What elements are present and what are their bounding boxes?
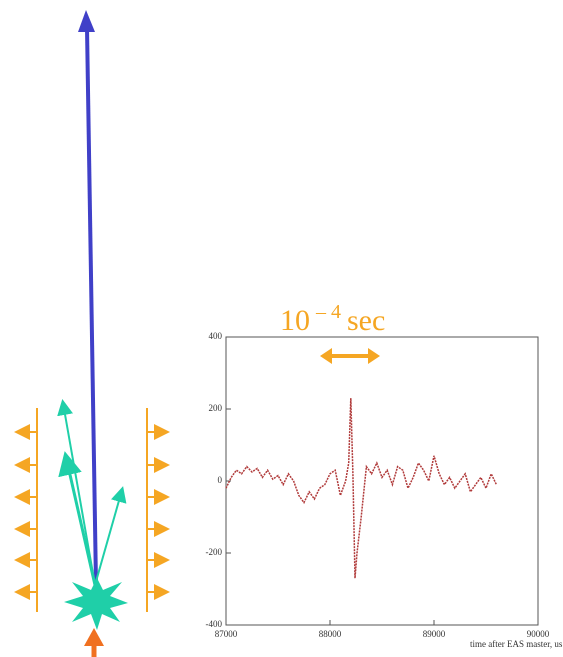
y-tick-label: 0 [218, 475, 223, 485]
secondary-arrows [57, 399, 127, 586]
annotation-base: 10 [280, 304, 310, 337]
starburst [64, 578, 128, 630]
annotation-exponent: – 4 [315, 301, 341, 323]
plot-frame [225, 336, 539, 626]
incoming-arrow [84, 628, 104, 657]
primary-arrow [78, 10, 98, 586]
signal-chart: time after EAS master, us -400 -200 0 200 40… [206, 331, 563, 649]
y-tick-label: 200 [209, 403, 223, 413]
outward-arrows [14, 424, 170, 600]
x-axis-label: time after EAS master, us [470, 639, 563, 649]
y-tick-label: -200 [206, 547, 223, 557]
signal-line [225, 398, 498, 579]
x-tick-label: 90000 [527, 629, 550, 639]
x-tick-label: 87000 [215, 629, 238, 639]
detector-walls [36, 408, 148, 612]
x-tick-label: 89000 [423, 629, 446, 639]
y-tick-label: 400 [209, 331, 223, 341]
y-tick-label: -400 [206, 619, 223, 629]
time-annotation: 10– 4 sec [280, 301, 385, 337]
annotation-unit: sec [347, 304, 385, 337]
x-tick-label: 88000 [319, 629, 342, 639]
duration-arrow [320, 348, 380, 364]
